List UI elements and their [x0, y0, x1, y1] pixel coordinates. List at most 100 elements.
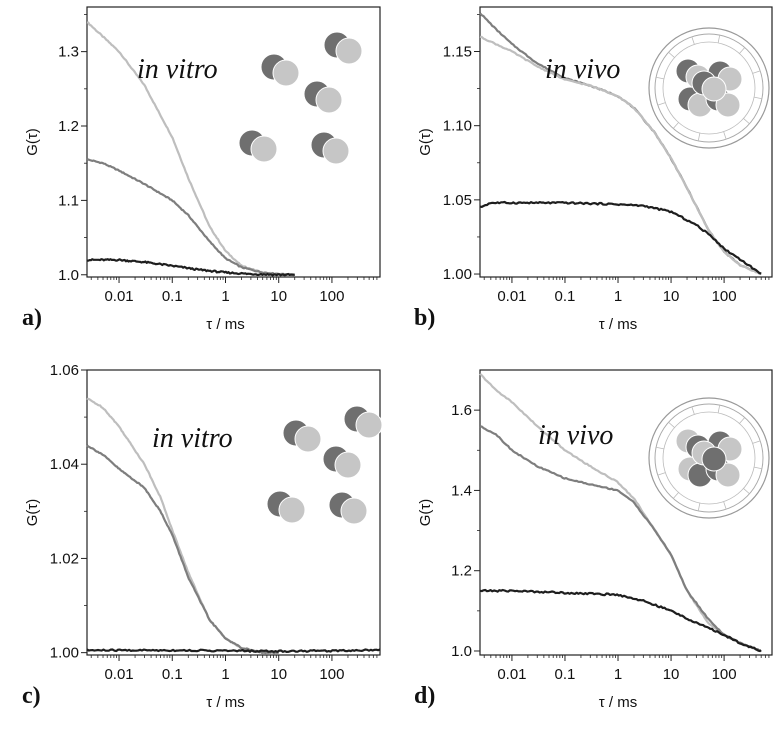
dimer-icon	[343, 405, 383, 439]
cell-spoke	[697, 503, 701, 512]
y-tick-label: 1.02	[50, 550, 79, 567]
disk-light	[334, 451, 362, 479]
x-tick-label: 1	[221, 288, 229, 305]
y-axis-label: G(τ)	[417, 128, 434, 156]
dimer-icon	[282, 419, 322, 453]
disk-light	[701, 446, 727, 472]
dimer-icon	[322, 445, 362, 479]
cell-inner-ring	[662, 41, 756, 135]
x-tick-label: 10	[270, 288, 287, 305]
y-tick-label: 1.15	[443, 44, 472, 61]
series-line-dark	[479, 200, 762, 275]
y-tick-label: 1.3	[58, 44, 79, 61]
disk-light	[701, 76, 727, 102]
y-tick-label: 1.00	[443, 266, 472, 283]
cell-wall	[654, 403, 764, 513]
cell-spoke	[668, 421, 675, 428]
cell-spoke	[717, 404, 721, 413]
disk-light	[278, 496, 306, 524]
dimer-icon	[238, 129, 278, 163]
x-tick-label: 0.1	[162, 288, 183, 305]
cell-wall	[654, 33, 764, 143]
x-tick-label: 1	[614, 288, 622, 305]
cell-spoke	[743, 118, 750, 125]
dimer-icon	[691, 440, 727, 472]
chart-panel-a: 0.01 0.1 1 10 100 1.0 1.1 1.2 1.3 τ / ms G(τ) in vi…	[22, 6, 381, 333]
cell-spoke	[655, 446, 664, 450]
y-tick-label: 1.06	[50, 362, 79, 379]
x-tick-label: 10	[270, 666, 287, 683]
x-axis-label: τ / ms	[206, 694, 244, 711]
series-line-mid	[86, 444, 279, 655]
disk-light	[355, 411, 383, 439]
plot-frame	[86, 6, 381, 278]
cell-spoke	[723, 131, 727, 140]
plot-frame	[86, 369, 381, 656]
cell-spoke	[743, 488, 750, 495]
cell-spoke	[754, 466, 763, 470]
x-tick-label: 0.01	[497, 666, 526, 683]
x-axis-label: τ / ms	[599, 316, 637, 333]
chart-panel-b: 0.01 0.1 1 10 100 1.00 1.05 1.10 1.15 τ / ms G(τ) i…	[414, 6, 773, 333]
cell-spoke	[739, 417, 746, 424]
y-tick-label: 1.6	[451, 402, 472, 419]
chart-panel-d: 0.01 0.1 1 10 100 1.0 1.2 1.4 1.6 τ / ms G(τ) in vi…	[414, 369, 773, 711]
x-tick-label: 1	[614, 666, 622, 683]
cell-spoke	[668, 51, 675, 58]
y-tick-label: 1.04	[50, 456, 79, 473]
x-tick-label: 0.1	[555, 666, 576, 683]
x-tick-label: 0.01	[104, 666, 133, 683]
y-tick-label: 1.2	[58, 118, 79, 135]
y-tick-label: 1.10	[443, 118, 472, 135]
x-tick-label: 100	[319, 288, 344, 305]
cell-spoke	[717, 34, 721, 43]
x-tick-label: 10	[663, 288, 680, 305]
disk-light	[322, 137, 350, 165]
disk-light	[715, 462, 741, 488]
panel-label: a)	[22, 305, 42, 331]
y-tick-label: 1.00	[50, 645, 79, 662]
chart-title: in vitro	[152, 423, 233, 454]
x-tick-label: 100	[712, 288, 737, 305]
chart-panel-c: 0.01 0.1 1 10 100 1.00 1.02 1.04 1.06 τ / ms G(τ) i…	[22, 362, 383, 711]
y-tick-label: 1.05	[443, 192, 472, 209]
cell-spoke	[754, 96, 763, 100]
series-line-dark	[86, 258, 295, 277]
disk-light	[335, 37, 363, 65]
plot-frame	[479, 369, 773, 656]
y-tick-label: 1.0	[58, 267, 79, 284]
x-tick-label: 100	[712, 666, 737, 683]
x-tick-label: 10	[663, 666, 680, 683]
y-tick-label: 1.0	[451, 643, 472, 660]
y-axis-label: G(τ)	[24, 128, 41, 156]
x-tick-label: 1	[221, 666, 229, 683]
chart-title: in vitro	[137, 54, 218, 85]
cell-spoke	[657, 102, 666, 106]
disk-light	[315, 86, 343, 114]
panel-label: b)	[414, 305, 435, 331]
x-tick-label: 0.1	[162, 666, 183, 683]
dimer-inset	[266, 405, 383, 525]
dimer-icon	[691, 70, 727, 102]
y-tick-label: 1.4	[451, 482, 472, 499]
panel-label: c)	[22, 683, 41, 709]
cell-inset	[648, 27, 770, 149]
cell-spoke	[739, 47, 746, 54]
cell-spoke	[691, 36, 695, 45]
disk-light	[715, 92, 741, 118]
dimer-icon	[260, 53, 300, 87]
plot-frame	[479, 6, 773, 278]
x-axis-label: τ / ms	[599, 694, 637, 711]
cell-spoke	[672, 122, 679, 129]
chart-title: in vivo	[538, 420, 613, 451]
cell-spoke	[752, 70, 761, 74]
dimer-inset	[238, 31, 363, 165]
dimer-icon	[328, 491, 368, 525]
y-axis-label: G(τ)	[24, 499, 41, 527]
series-line-light	[479, 372, 762, 653]
cell-spoke	[752, 440, 761, 444]
chart-title: in vivo	[545, 54, 620, 85]
disk-light	[294, 425, 322, 453]
y-tick-label: 1.2	[451, 563, 472, 580]
dimer-icon	[303, 80, 343, 114]
